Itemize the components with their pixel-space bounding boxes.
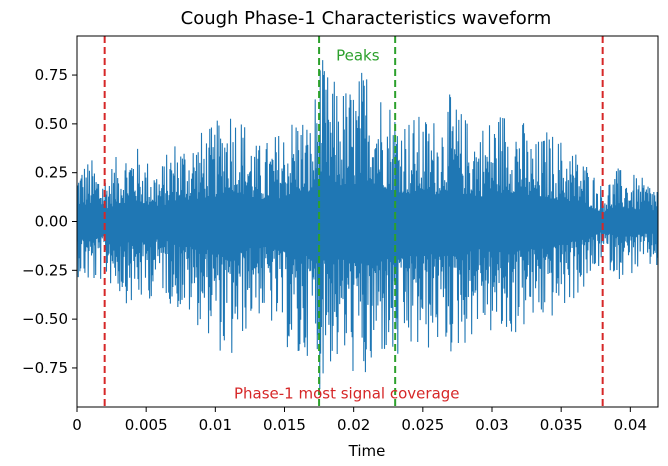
x-tick-label: 0.03 xyxy=(475,416,508,434)
y-tick-label: 0.50 xyxy=(35,115,68,133)
x-axis: 0 0.005 0.01 0.015 0.02 0.025 0.03 0.035 0.04 xyxy=(72,407,647,434)
y-tick-label: 0.25 xyxy=(35,164,68,182)
annotations: Peaks Phase-1 most signal coverage xyxy=(234,47,460,403)
phase-coverage-annotation: Phase-1 most signal coverage xyxy=(234,384,460,402)
x-tick-label: 0 xyxy=(72,416,82,434)
waveform-series xyxy=(77,60,658,390)
y-tick-label: −0.25 xyxy=(22,261,68,279)
x-tick-label: 0.005 xyxy=(125,416,168,434)
x-tick-label: 0.04 xyxy=(614,416,647,434)
y-tick-label: −0.75 xyxy=(22,359,68,377)
x-tick-label: 0.01 xyxy=(199,416,232,434)
x-axis-label: Time xyxy=(348,442,386,460)
y-tick-label: 0.00 xyxy=(35,213,68,231)
x-tick-label: 0.025 xyxy=(401,416,444,434)
x-tick-label: 0.015 xyxy=(263,416,306,434)
x-tick-label: 0.035 xyxy=(540,416,583,434)
y-tick-label: 0.75 xyxy=(35,66,68,84)
peaks-annotation: Peaks xyxy=(336,47,380,65)
y-tick-label: −0.50 xyxy=(22,310,68,328)
y-axis: 0.75 0.50 0.25 0.00 −0.25 −0.50 −0.75 xyxy=(22,66,77,377)
x-tick-label: 0.02 xyxy=(337,416,370,434)
chart-title: Cough Phase-1 Characteristics waveform xyxy=(181,8,552,29)
plot-area xyxy=(77,36,658,407)
